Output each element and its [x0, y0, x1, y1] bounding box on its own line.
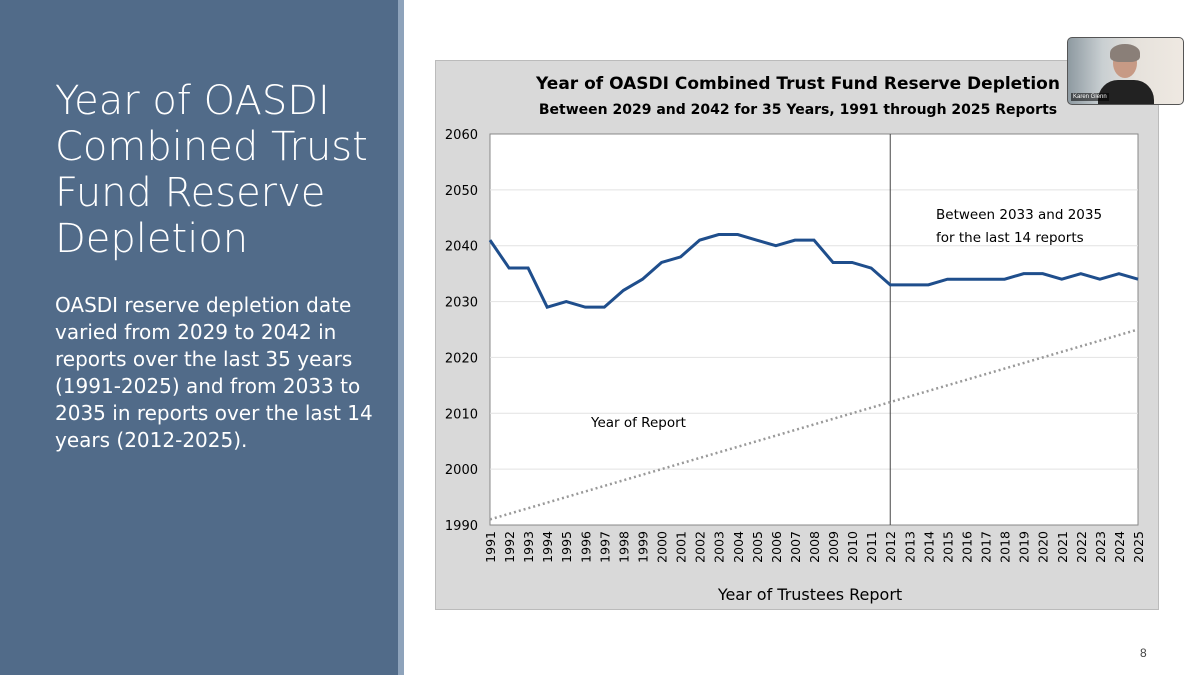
y-tick-label: 2040 [445, 240, 478, 255]
chart: Year of OASDI Combined Trust Fund Reserv… [445, 74, 1146, 604]
annotation-line1: Between 2033 and 2035 [936, 207, 1102, 223]
x-tick-label: 2000 [655, 531, 670, 563]
x-tick-label: 2016 [959, 531, 974, 563]
x-tick-label: 2024 [1112, 531, 1127, 563]
x-axis-label: Year of Trustees Report [717, 585, 902, 604]
x-tick-label: 1994 [540, 531, 555, 563]
x-tick-label: 2012 [883, 531, 898, 563]
chart-title: Year of OASDI Combined Trust Fund Reserv… [535, 74, 1060, 94]
chart-frame: Year of OASDI Combined Trust Fund Reserv… [435, 60, 1159, 610]
series-label-year-of-report: Year of Report [590, 415, 686, 431]
x-tick-label: 2010 [845, 531, 860, 563]
x-tick-label: 2018 [998, 531, 1013, 563]
x-tick-label: 2007 [788, 531, 803, 563]
x-tick-label: 2025 [1131, 531, 1146, 563]
x-tick-label: 2015 [940, 531, 955, 563]
x-tick-label: 2021 [1055, 531, 1070, 563]
y-tick-label: 2010 [445, 407, 478, 422]
x-tick-label: 2011 [864, 531, 879, 563]
y-tick-label: 2000 [445, 463, 478, 478]
x-tick-label: 1996 [578, 531, 593, 563]
x-tick-label: 1999 [635, 531, 650, 563]
y-tick-label: 2030 [445, 296, 478, 311]
x-tick-label: 2009 [826, 531, 841, 563]
x-tick-label: 2001 [674, 531, 689, 563]
x-tick-label: 2003 [712, 531, 727, 563]
x-tick-label: 1997 [597, 531, 612, 563]
slide-sidebar [0, 0, 398, 675]
x-tick-label: 2022 [1074, 531, 1089, 563]
x-tick-label: 2019 [1017, 531, 1032, 563]
x-tick-label: 2002 [693, 531, 708, 563]
x-tick-label: 2006 [769, 531, 784, 563]
plot-area [489, 133, 1139, 526]
x-tick-label: 1995 [559, 531, 574, 563]
x-tick-label: 2005 [750, 531, 765, 563]
page-number: 8 [1140, 646, 1147, 660]
x-tick-label: 1992 [502, 531, 517, 563]
annotation-line2: for the last 14 reports [936, 230, 1084, 246]
y-tick-label: 2060 [445, 128, 478, 143]
y-tick-label: 2020 [445, 351, 478, 366]
y-tick-label: 1990 [445, 519, 478, 534]
x-tick-label: 2014 [921, 531, 936, 563]
x-tick-label: 1998 [616, 531, 631, 563]
x-tick-label: 2008 [807, 531, 822, 563]
x-tick-label: 2004 [731, 531, 746, 563]
x-tick-label: 2020 [1036, 531, 1051, 563]
x-tick-label: 1991 [483, 531, 498, 563]
slide-body-text: OASDI reserve depletion date varied from… [55, 293, 373, 452]
x-tick-label: 2013 [902, 531, 917, 563]
x-tick-label: 2017 [979, 531, 994, 563]
y-tick-label: 2050 [445, 184, 478, 199]
divider [398, 0, 404, 675]
participant-video[interactable]: Karen Glenn [1067, 37, 1184, 105]
x-tick-label: 2023 [1093, 531, 1108, 563]
x-tick-label: 1993 [521, 531, 536, 563]
participant-name: Karen Glenn [1071, 93, 1109, 101]
chart-subtitle: Between 2029 and 2042 for 35 Years, 1991… [539, 102, 1057, 118]
slide-title: Year of OASDI Combined Trust Fund Reserv… [55, 78, 368, 262]
